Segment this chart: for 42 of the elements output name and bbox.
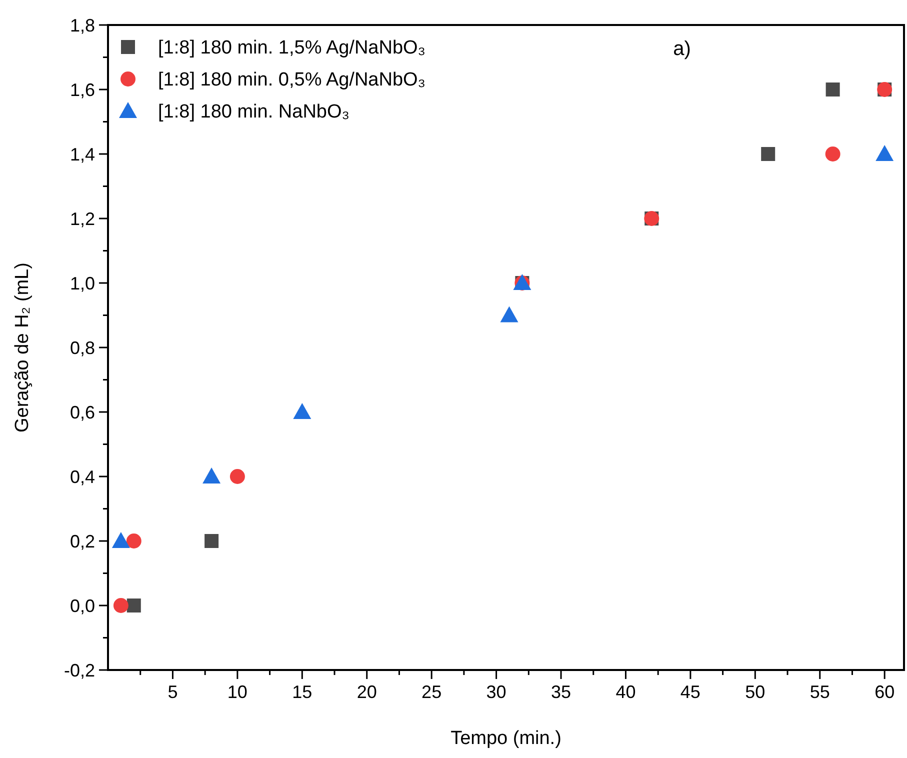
- y-tick-label: 0,8: [70, 338, 95, 358]
- y-tick-label: 0,0: [70, 596, 95, 616]
- point: [202, 468, 221, 484]
- point: [126, 598, 141, 612]
- point: [126, 534, 142, 548]
- x-tick-label: 15: [292, 682, 312, 702]
- point: [113, 598, 128, 613]
- y-tick-label: 0,4: [70, 466, 95, 487]
- point: [500, 306, 518, 322]
- y-axis-title: Geração de H₂ (mL): [12, 262, 33, 432]
- y-tick-label: 1,2: [70, 208, 95, 229]
- x-tick-label: 5: [168, 682, 178, 702]
- x-tick-label: 50: [745, 682, 766, 702]
- y-tick-label: 1,8: [70, 15, 95, 36]
- point: [876, 145, 894, 161]
- x-tick-label: 60: [874, 682, 895, 702]
- legend-label: [1:8] 180 min. 0,5% Ag/NaNbO₃: [158, 70, 426, 91]
- annotation: a): [673, 38, 691, 60]
- x-tick-label: 45: [680, 682, 700, 702]
- point: [230, 469, 245, 484]
- y-tick-label: -0,2: [64, 660, 95, 680]
- y-tick-label: 1,6: [70, 80, 95, 100]
- x-tick-label: 20: [356, 682, 377, 702]
- y-tick-label: 1,0: [70, 273, 95, 294]
- point: [761, 147, 776, 161]
- y-tick-label: 0,6: [70, 402, 95, 422]
- x-tick-label: 10: [227, 682, 248, 702]
- x-tick-label: 35: [550, 682, 572, 702]
- legend-label: [1:8] 180 min. 1,5% Ag/NaNbO₃: [158, 38, 426, 59]
- point: [826, 82, 840, 96]
- x-axis-title: Tempo (min.): [450, 728, 562, 749]
- point: [204, 534, 219, 548]
- point: [293, 403, 312, 419]
- x-tick-label: 55: [810, 682, 830, 702]
- point: [825, 146, 840, 162]
- point: [112, 532, 130, 548]
- x-tick-label: 25: [422, 682, 442, 702]
- y-tick-label: 0,2: [70, 531, 95, 552]
- x-tick-label: 30: [486, 682, 506, 702]
- y-tick-label: 1,4: [70, 144, 95, 164]
- x-tick-label: 40: [616, 682, 636, 702]
- legend-label: [1:8] 180 min. NaNbO₃: [158, 102, 350, 123]
